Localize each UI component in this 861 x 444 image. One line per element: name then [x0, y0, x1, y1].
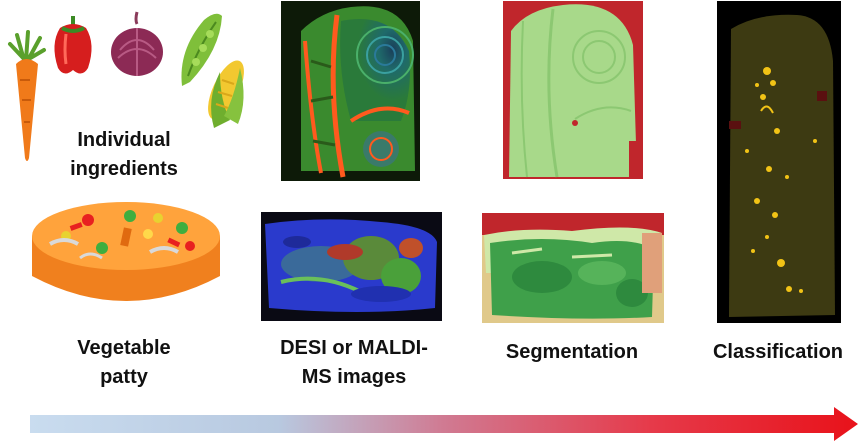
ingredients-label-line2: ingredients	[70, 158, 178, 180]
pea-pod-icon	[181, 13, 222, 86]
ms-label-line1: DESI or MALDI-	[280, 337, 428, 359]
ms-image-bottom	[261, 212, 442, 321]
classification-image	[717, 1, 841, 323]
segmentation-image-bottom	[482, 213, 664, 323]
patty-label: Vegetable patty	[56, 334, 192, 392]
classification-label: Classification	[712, 341, 844, 363]
ms-label: DESI or MALDI- MS images	[261, 334, 447, 392]
ms-image-top	[281, 1, 420, 181]
ingredients-label: Individual ingredients	[56, 126, 192, 184]
segmentation-image-top	[503, 1, 643, 179]
patty-label-line1: Vegetable	[77, 337, 171, 359]
ingredients-label-line1: Individual	[77, 129, 171, 151]
ms-label-line2: MS images	[301, 366, 407, 388]
vegetable-patty-icon	[32, 202, 220, 301]
workflow-arrow	[30, 407, 858, 441]
segmentation-label: Segmentation	[505, 341, 639, 363]
red-pepper-icon	[54, 16, 92, 74]
patty-label-line2: patty	[100, 366, 148, 388]
carrot-icon	[8, 30, 46, 161]
corn-icon	[208, 60, 244, 128]
red-onion-icon	[111, 11, 163, 76]
